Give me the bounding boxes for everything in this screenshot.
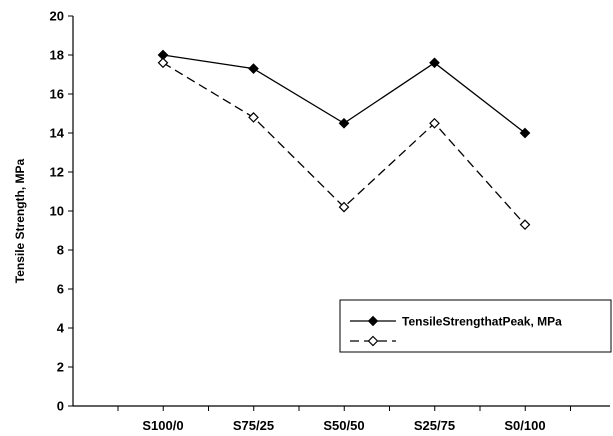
x-tick-label: S100/0 xyxy=(142,418,183,433)
legend: TensileStrengthatPeak, MPa xyxy=(339,299,612,353)
y-axis-label: Tensile Strength, MPa xyxy=(13,158,27,283)
series-2-point xyxy=(157,57,169,69)
y-tick-label: 20 xyxy=(50,9,64,24)
y-tick-label: 12 xyxy=(50,165,64,180)
series-2-line xyxy=(162,62,526,226)
y-tick-label: 10 xyxy=(50,204,64,219)
y-tick-label: 8 xyxy=(57,243,64,258)
y-ticks: 0 2 4 6 8 10 12 14 16 18 20 xyxy=(50,9,73,414)
legend-series-1-label: TensileStrengthatPeak, MPa xyxy=(402,315,562,329)
series-1-point xyxy=(519,127,531,139)
y-tick-label: 14 xyxy=(50,126,65,141)
x-tick-label: S25/75 xyxy=(414,418,455,433)
y-tick-label: 18 xyxy=(50,48,64,63)
y-tick-label: 2 xyxy=(57,360,64,375)
x-tick-label: S0/100 xyxy=(504,418,545,433)
series-layer xyxy=(157,49,531,230)
series-1-point xyxy=(338,117,350,129)
series-1-point xyxy=(248,63,259,74)
series-1-point xyxy=(429,57,440,69)
series-2-point xyxy=(248,112,259,123)
y-tick-label: 16 xyxy=(50,87,64,102)
legend-series-1-marker xyxy=(367,315,379,327)
x-tick-label: S50/50 xyxy=(323,418,364,433)
y-tick-label: 4 xyxy=(57,321,65,336)
series-2-point xyxy=(429,117,440,129)
legend-box xyxy=(339,299,612,353)
y-tick-label: 0 xyxy=(57,399,64,414)
x-tick-label: S75/25 xyxy=(233,418,274,433)
series-2-point xyxy=(519,219,531,230)
x-ticks: S100/0 S75/25 S50/50 S25/75 S0/100 xyxy=(117,406,571,433)
legend-series-2-marker xyxy=(367,335,379,347)
series-2-point xyxy=(338,201,350,213)
y-tick-label: 6 xyxy=(57,282,64,297)
